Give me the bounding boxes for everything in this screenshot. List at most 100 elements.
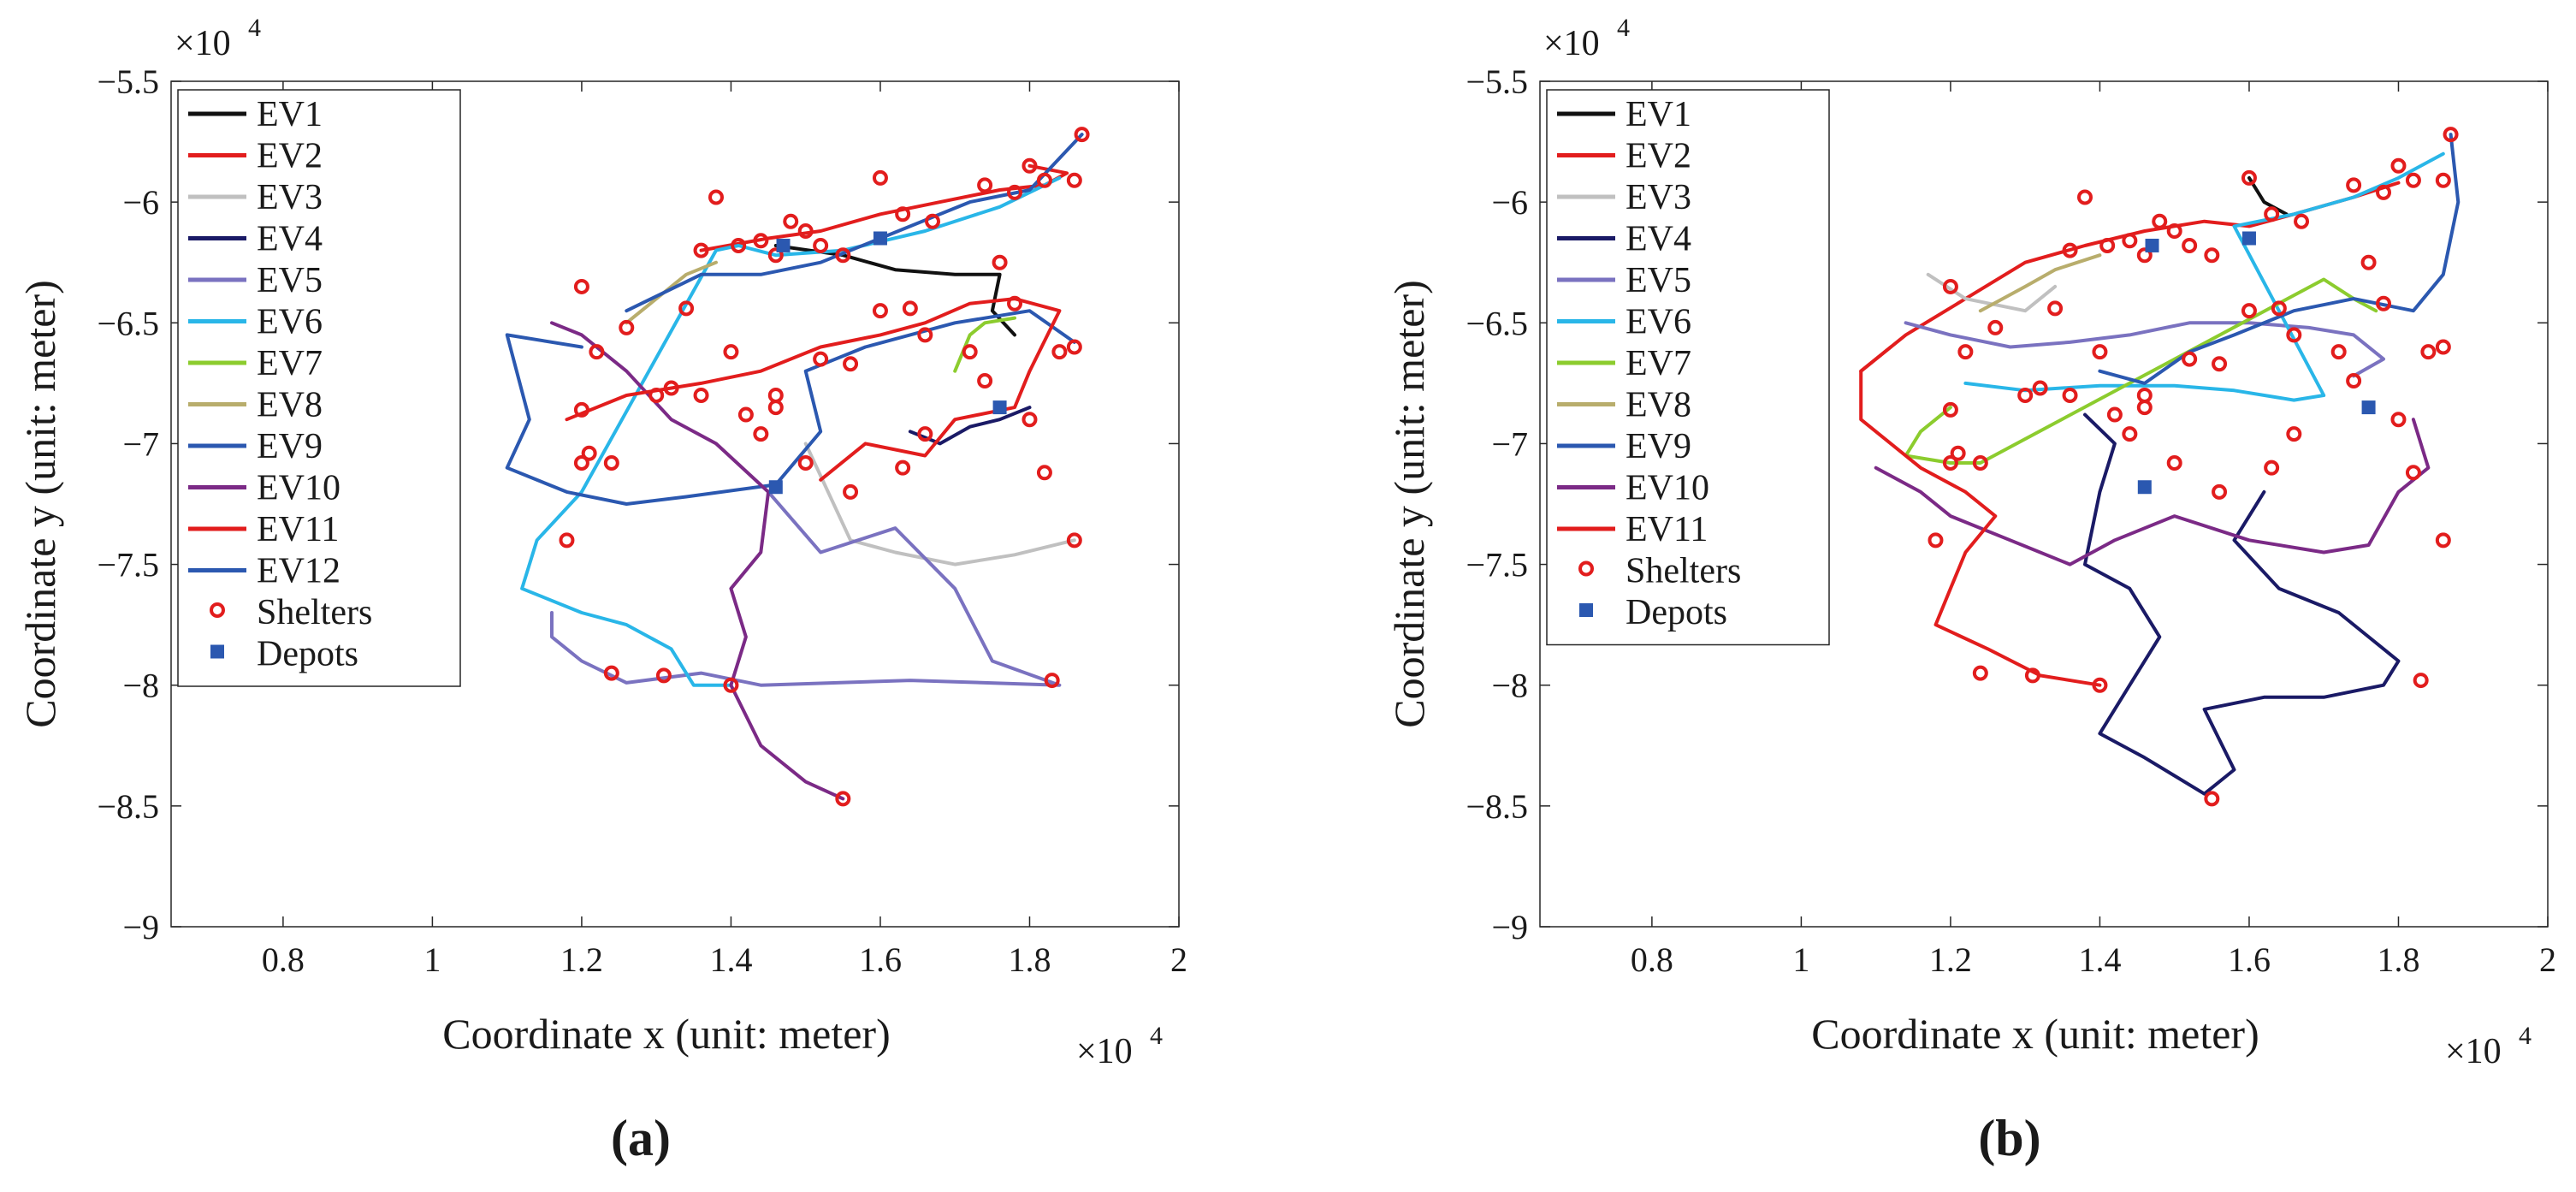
- shelter-marker: [1007, 295, 1023, 311]
- legend-label: EV3: [1626, 178, 1691, 217]
- route-ev5: [1904, 321, 2385, 378]
- shelter-marker: [1066, 339, 1082, 355]
- shelter-marker: [2405, 172, 2421, 188]
- x-tick-label: 1.4: [709, 940, 752, 979]
- x-tick-label: 0.8: [1631, 940, 1673, 979]
- shelter-marker: [843, 483, 859, 500]
- shelter-marker: [2166, 455, 2182, 471]
- legend-label: Shelters: [1626, 552, 1741, 591]
- legend-label: EV4: [1626, 220, 1691, 259]
- shelter-marker: [731, 237, 747, 253]
- shelter-marker: [2435, 339, 2451, 355]
- y-tick-label: −6.5: [97, 304, 159, 342]
- shelter-marker: [2264, 460, 2280, 476]
- shelter-marker: [767, 247, 784, 264]
- shelter-marker: [835, 247, 851, 264]
- route-ev5: [550, 489, 1062, 687]
- depot-marker: [873, 231, 887, 246]
- shelter-marker: [962, 344, 978, 360]
- shelter-marker: [2435, 172, 2451, 188]
- route-ev11: [1859, 345, 2102, 687]
- shelter-marker: [2376, 295, 2392, 311]
- x-multiplier-exp: 4: [2519, 1022, 2532, 1050]
- shelter-marker: [2435, 532, 2451, 549]
- y-tick-label: −6: [122, 183, 159, 222]
- x-tick-label: 1: [1792, 940, 1809, 979]
- shelter-marker: [977, 373, 993, 389]
- shelter-marker: [581, 445, 597, 461]
- shelter-marker: [1957, 344, 1974, 360]
- legend-label: EV2: [257, 137, 323, 176]
- route-ev1: [773, 244, 1016, 337]
- legend-label: EV11: [257, 510, 339, 549]
- legend-label: EV9: [257, 427, 323, 466]
- shelter-marker: [2360, 254, 2377, 270]
- y-tick-label: −5.5: [1466, 62, 1528, 101]
- shelter-marker: [663, 380, 679, 396]
- shelter-marker: [872, 303, 888, 319]
- legend-label: EV5: [1626, 261, 1691, 300]
- shelter-marker: [693, 242, 709, 258]
- shelter-marker: [835, 791, 851, 807]
- legend-swatch-shelters: [210, 602, 225, 618]
- route-ev1: [2247, 175, 2289, 216]
- shelter-marker: [2122, 233, 2138, 249]
- legend-label: EV11: [1626, 510, 1708, 549]
- shelter-marker: [2405, 465, 2421, 481]
- y-multiplier-exp: 4: [1617, 14, 1630, 42]
- shelter-marker: [559, 532, 575, 549]
- shelter-marker: [2330, 344, 2347, 360]
- shelter-marker: [902, 300, 918, 317]
- legend-box: [1546, 89, 1830, 646]
- route-ev10: [1874, 418, 2431, 566]
- shelter-marker: [2062, 387, 2078, 403]
- shelter-marker: [2047, 300, 2064, 317]
- legend-label: EV1: [1626, 95, 1691, 134]
- depot-marker: [2145, 238, 2159, 252]
- shelter-marker: [2024, 667, 2040, 684]
- shelter-marker: [2092, 344, 2108, 360]
- shelter-marker: [2212, 356, 2228, 372]
- shelter-marker: [2032, 380, 2048, 396]
- shelter-marker: [2241, 169, 2257, 186]
- depot-marker: [2361, 400, 2376, 415]
- x-tick-label: 1.6: [2228, 940, 2271, 979]
- y-multiplier: ×10: [1543, 24, 1600, 63]
- shelter-marker: [1942, 278, 1958, 294]
- shelter-marker: [813, 351, 829, 367]
- route-ev8: [625, 260, 718, 325]
- y-multiplier: ×10: [175, 24, 231, 63]
- y-tick-label: −7: [1491, 424, 1528, 463]
- legend-label: EV2: [1626, 137, 1691, 176]
- x-tick-label: 2: [2539, 940, 2556, 979]
- depot-marker: [2241, 231, 2256, 246]
- shelter-marker: [1972, 455, 1988, 471]
- x-tick-label: 1.4: [2078, 940, 2121, 979]
- legend-label: EV8: [1626, 386, 1691, 425]
- shelter-marker: [2136, 387, 2153, 403]
- shelter-marker: [2204, 247, 2220, 264]
- legend-label: EV6: [1626, 303, 1691, 342]
- y-tick-label: −9: [1491, 908, 1528, 946]
- route-ev11: [565, 297, 1062, 482]
- shelter-marker: [767, 400, 784, 416]
- shelter-marker: [783, 213, 799, 229]
- y-tick-label: −6.5: [1466, 304, 1528, 342]
- legend-swatch-depots: [1579, 603, 1593, 617]
- y-tick-label: −8.5: [1466, 787, 1528, 826]
- shelter-marker: [723, 677, 739, 693]
- shelter-marker: [2376, 184, 2392, 200]
- y-tick-label: −7.5: [97, 546, 159, 584]
- legend-swatch-shelters: [1578, 560, 1594, 577]
- shelter-marker: [1950, 445, 1966, 461]
- shelter-marker: [2212, 483, 2228, 500]
- legend-label: EV1: [257, 95, 323, 134]
- route-ev4: [2083, 412, 2401, 796]
- shelter-marker: [708, 189, 724, 205]
- shelter-marker: [619, 319, 635, 335]
- route-ev6: [520, 175, 1062, 687]
- shelter-marker: [589, 344, 605, 360]
- shelter-marker: [1036, 465, 1052, 481]
- depot-marker: [776, 238, 791, 252]
- legend-label: EV4: [257, 220, 323, 259]
